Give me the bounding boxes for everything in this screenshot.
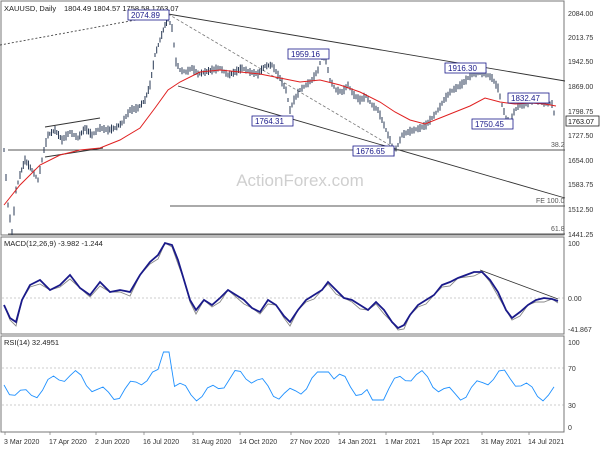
fe-100-label: FE 100.0 bbox=[536, 198, 565, 205]
watermark: ActionForex.com bbox=[236, 171, 364, 190]
price-tick-label: 1654.00 bbox=[568, 158, 593, 165]
date-tick-label: 14 Oct 2020 bbox=[239, 439, 277, 446]
symbol-header: XAUUSD, Daily bbox=[4, 4, 56, 13]
annotation-box bbox=[471, 118, 514, 130]
dashed-trend-line bbox=[167, 13, 399, 151]
price-annotations: 2074.89 1959.16 1764.31 1676.65 1916.30 1832.… bbox=[127, 9, 550, 157]
price-tick-label: 1441.25 bbox=[568, 232, 593, 239]
annotation-box bbox=[127, 9, 170, 21]
date-tick-label: 2 Jun 2020 bbox=[95, 439, 130, 446]
date-tick-label: 31 Aug 2020 bbox=[192, 439, 231, 446]
annotation-label: 1959.16 bbox=[291, 50, 320, 59]
annotation-box bbox=[444, 62, 487, 74]
annotation-label: 1750.45 bbox=[475, 120, 504, 129]
macd-axis-zero: 0.00 bbox=[568, 296, 582, 303]
annotation-label: 1764.31 bbox=[255, 117, 284, 126]
ohlc-header: 1804.49 1804.57 1758.58 1763.07 bbox=[64, 4, 179, 13]
macd-header: MACD(12,26,9) -3.982 -1.244 bbox=[4, 239, 103, 248]
date-axis: 3 Mar 2020 17 Apr 2020 2 Jun 2020 16 Jul 20… bbox=[4, 432, 564, 446]
last-price-box bbox=[565, 115, 600, 127]
date-tick-label: 15 Apr 2021 bbox=[432, 439, 470, 446]
date-tick-label: 17 Apr 2020 bbox=[49, 439, 87, 446]
annotation-label: 2074.89 bbox=[131, 11, 160, 20]
annotation-box bbox=[251, 115, 294, 127]
macd-signal-line bbox=[3, 242, 559, 331]
price-tick-label: 2013.75 bbox=[568, 35, 593, 42]
moving-average-line bbox=[3, 69, 557, 206]
annotation-label: 1832.47 bbox=[511, 94, 540, 103]
date-tick-label: 1 Mar 2021 bbox=[385, 439, 421, 446]
price-tick-label: 1869.00 bbox=[568, 84, 593, 91]
dotted-trend-line bbox=[0, 13, 169, 46]
date-tick-label: 3 Mar 2020 bbox=[4, 439, 40, 446]
price-axis: 2084.00 2013.75 1942.50 1869.00 1798.75 1727.… bbox=[568, 11, 593, 239]
rsi-axis-70: 70 bbox=[568, 366, 576, 373]
macd-axis-top: 100 bbox=[568, 241, 580, 248]
price-tick-label: 1512.50 bbox=[568, 207, 593, 214]
price-tick-label: 2084.00 bbox=[568, 11, 593, 18]
price-tick-label: 1583.75 bbox=[568, 182, 593, 189]
last-price-label: 1763.07 bbox=[568, 117, 594, 126]
rsi-axis-30: 30 bbox=[568, 403, 576, 410]
price-panel-frame bbox=[0, 0, 565, 236]
annotation-box bbox=[287, 48, 330, 60]
annotation-box bbox=[352, 145, 395, 157]
macd-panel-frame bbox=[0, 236, 565, 335]
price-tick-label: 1798.75 bbox=[568, 109, 593, 116]
channel-lower-line bbox=[177, 85, 566, 199]
fibo-38-label: 38.2 bbox=[551, 142, 565, 149]
date-tick-label: 14 Jul 2021 bbox=[528, 439, 564, 446]
flag-upper-line bbox=[44, 117, 101, 128]
rsi-panel-frame bbox=[0, 335, 565, 433]
date-tick-label: 27 Nov 2020 bbox=[290, 439, 330, 446]
rsi-header: RSI(14) 32.4951 bbox=[4, 338, 59, 347]
annotation-label: 1916.30 bbox=[448, 64, 477, 73]
rsi-line bbox=[3, 351, 555, 402]
annotation-label: 1676.65 bbox=[356, 147, 385, 156]
macd-trend-line bbox=[479, 269, 559, 300]
flag-lower-line bbox=[44, 147, 104, 158]
channel-upper-line bbox=[167, 13, 566, 82]
date-tick-label: 16 Jul 2020 bbox=[143, 439, 179, 446]
rsi-axis-100: 100 bbox=[568, 340, 580, 347]
price-tick-label: 1727.50 bbox=[568, 133, 593, 140]
date-tick-label: 31 May 2021 bbox=[481, 439, 522, 446]
price-tick-label: 1942.50 bbox=[568, 59, 593, 66]
macd-axis-bottom: -41.867 bbox=[568, 327, 592, 334]
rsi-axis-0: 0 bbox=[568, 425, 572, 432]
annotation-box bbox=[507, 92, 550, 104]
date-tick-label: 14 Jan 2021 bbox=[338, 439, 377, 446]
fibo-61-label: 61.8 bbox=[551, 226, 565, 233]
macd-line bbox=[3, 241, 559, 330]
